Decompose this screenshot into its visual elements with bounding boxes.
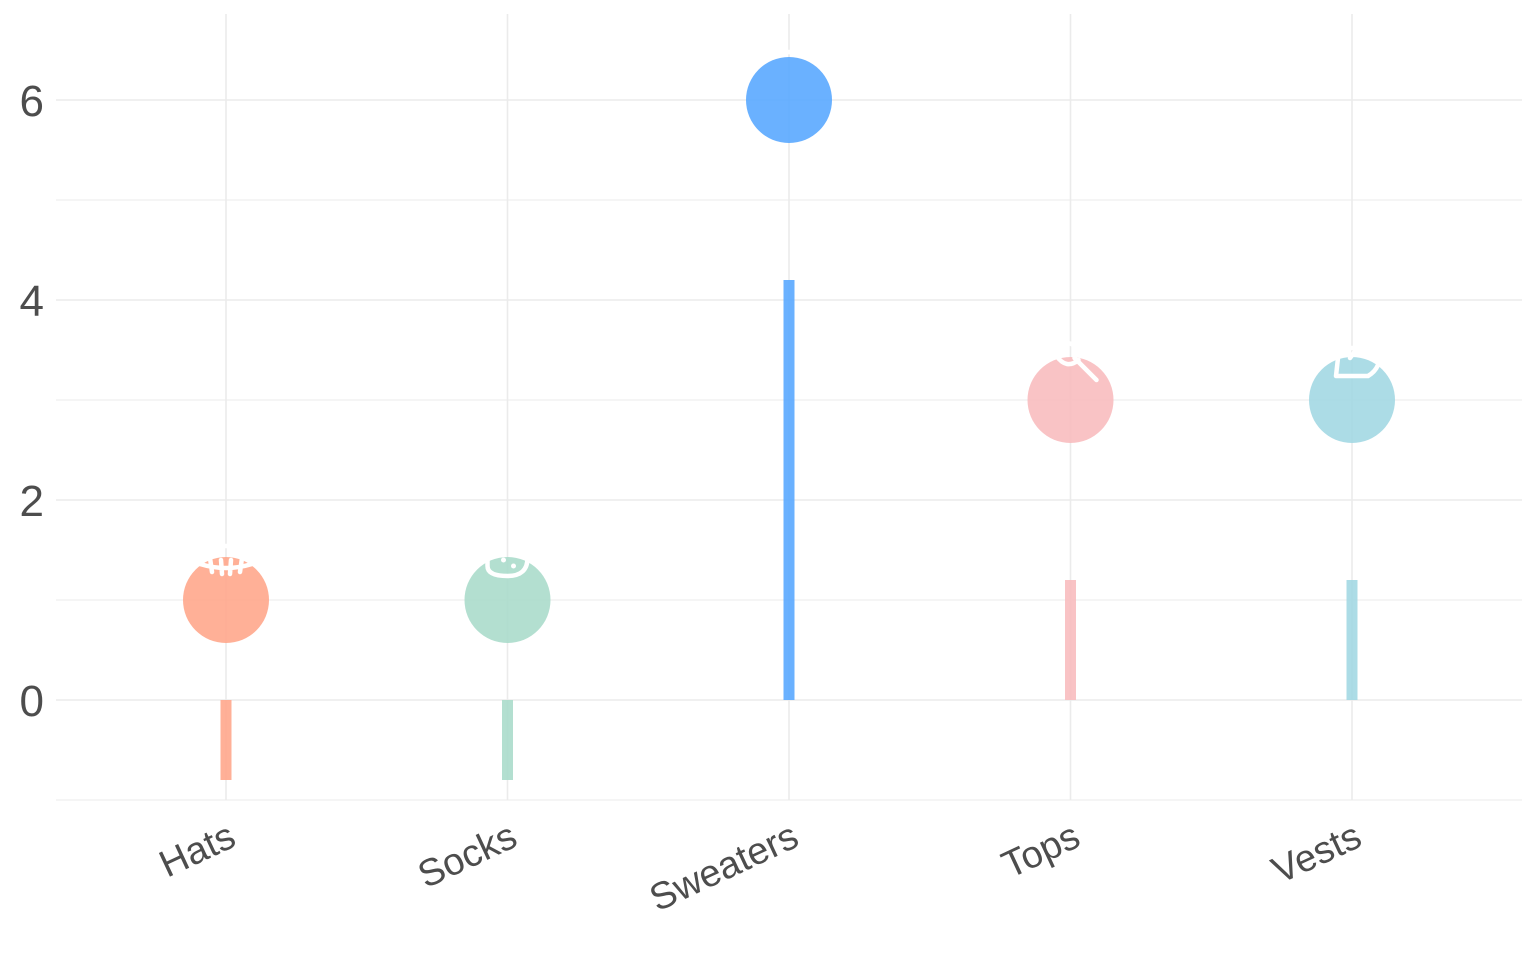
x-tick-label: Sweaters <box>643 815 804 920</box>
y-tick-label: 2 <box>20 477 44 526</box>
point-hats <box>183 543 269 643</box>
x-tick-label: Hats <box>153 815 242 886</box>
sock-icon <box>485 545 530 579</box>
point-circle <box>183 557 269 643</box>
point-circle <box>1309 357 1395 443</box>
x-tick-label: Vests <box>1266 815 1368 892</box>
heads <box>183 33 1395 643</box>
stem-vests <box>1346 580 1358 700</box>
vest-icon <box>1319 345 1383 379</box>
stem-hats <box>220 700 232 780</box>
x-tick-label: Socks <box>412 815 524 897</box>
point-circle <box>746 57 832 143</box>
point-vests <box>1309 345 1395 443</box>
point-circle <box>1027 357 1114 443</box>
stems <box>220 280 1358 780</box>
sweater-icon <box>756 33 822 55</box>
point-tops <box>1027 340 1114 443</box>
y-axis: 0 2 4 6 <box>20 77 44 726</box>
y-tick-label: 6 <box>20 77 44 126</box>
stem-socks <box>502 700 513 780</box>
y-tick-label: 4 <box>20 277 44 326</box>
stem-tops <box>1065 580 1076 700</box>
stem-sweaters <box>783 280 795 700</box>
point-sweaters <box>746 33 832 143</box>
point-socks <box>464 545 551 643</box>
x-axis: Hats Socks Sweaters Tops Vests <box>153 815 1368 920</box>
y-tick-label: 0 <box>20 677 44 726</box>
point-circle <box>464 557 551 643</box>
x-tick-label: Tops <box>996 815 1087 887</box>
top-icon <box>1050 340 1099 383</box>
hat-icon <box>195 543 257 577</box>
